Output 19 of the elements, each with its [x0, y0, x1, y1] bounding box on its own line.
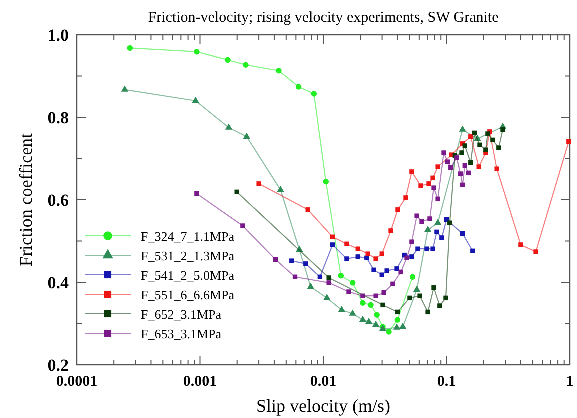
- legend-label: F_531_2_1.3MPa: [141, 248, 235, 264]
- legend-label: F_551_6_6.6MPa: [141, 288, 235, 302]
- legend-label: F_653_3.1MPa: [141, 326, 222, 342]
- y-tick-label: 0.2: [48, 356, 69, 375]
- y-tick-label: 0.4: [48, 274, 70, 292]
- x-tick-label: 0.0001: [56, 374, 98, 390]
- legend-label: F_541_2_5.0MPa: [141, 268, 235, 283]
- x-tick-label: 0.001: [183, 374, 218, 390]
- x-tick-label: 1: [566, 374, 574, 390]
- legend-label: F_652_3.1MPa: [141, 307, 222, 322]
- chart-title: Friction-velocity; rising velocity experiments, SW Granite: [148, 10, 500, 26]
- x-tick-label: 0.1: [437, 374, 456, 390]
- x-tick-label: 0.01: [310, 374, 337, 390]
- y-tick-label: 0.6: [48, 191, 69, 210]
- y-tick-label: 0.8: [48, 108, 69, 128]
- x-axis-title: Slip velocity (m/s): [256, 396, 390, 416]
- y-tick-label: 1.0: [48, 26, 69, 45]
- legend-label: F_324_7_1.1MPa: [141, 229, 235, 244]
- y-axis-title: Friction coefficent: [16, 133, 36, 267]
